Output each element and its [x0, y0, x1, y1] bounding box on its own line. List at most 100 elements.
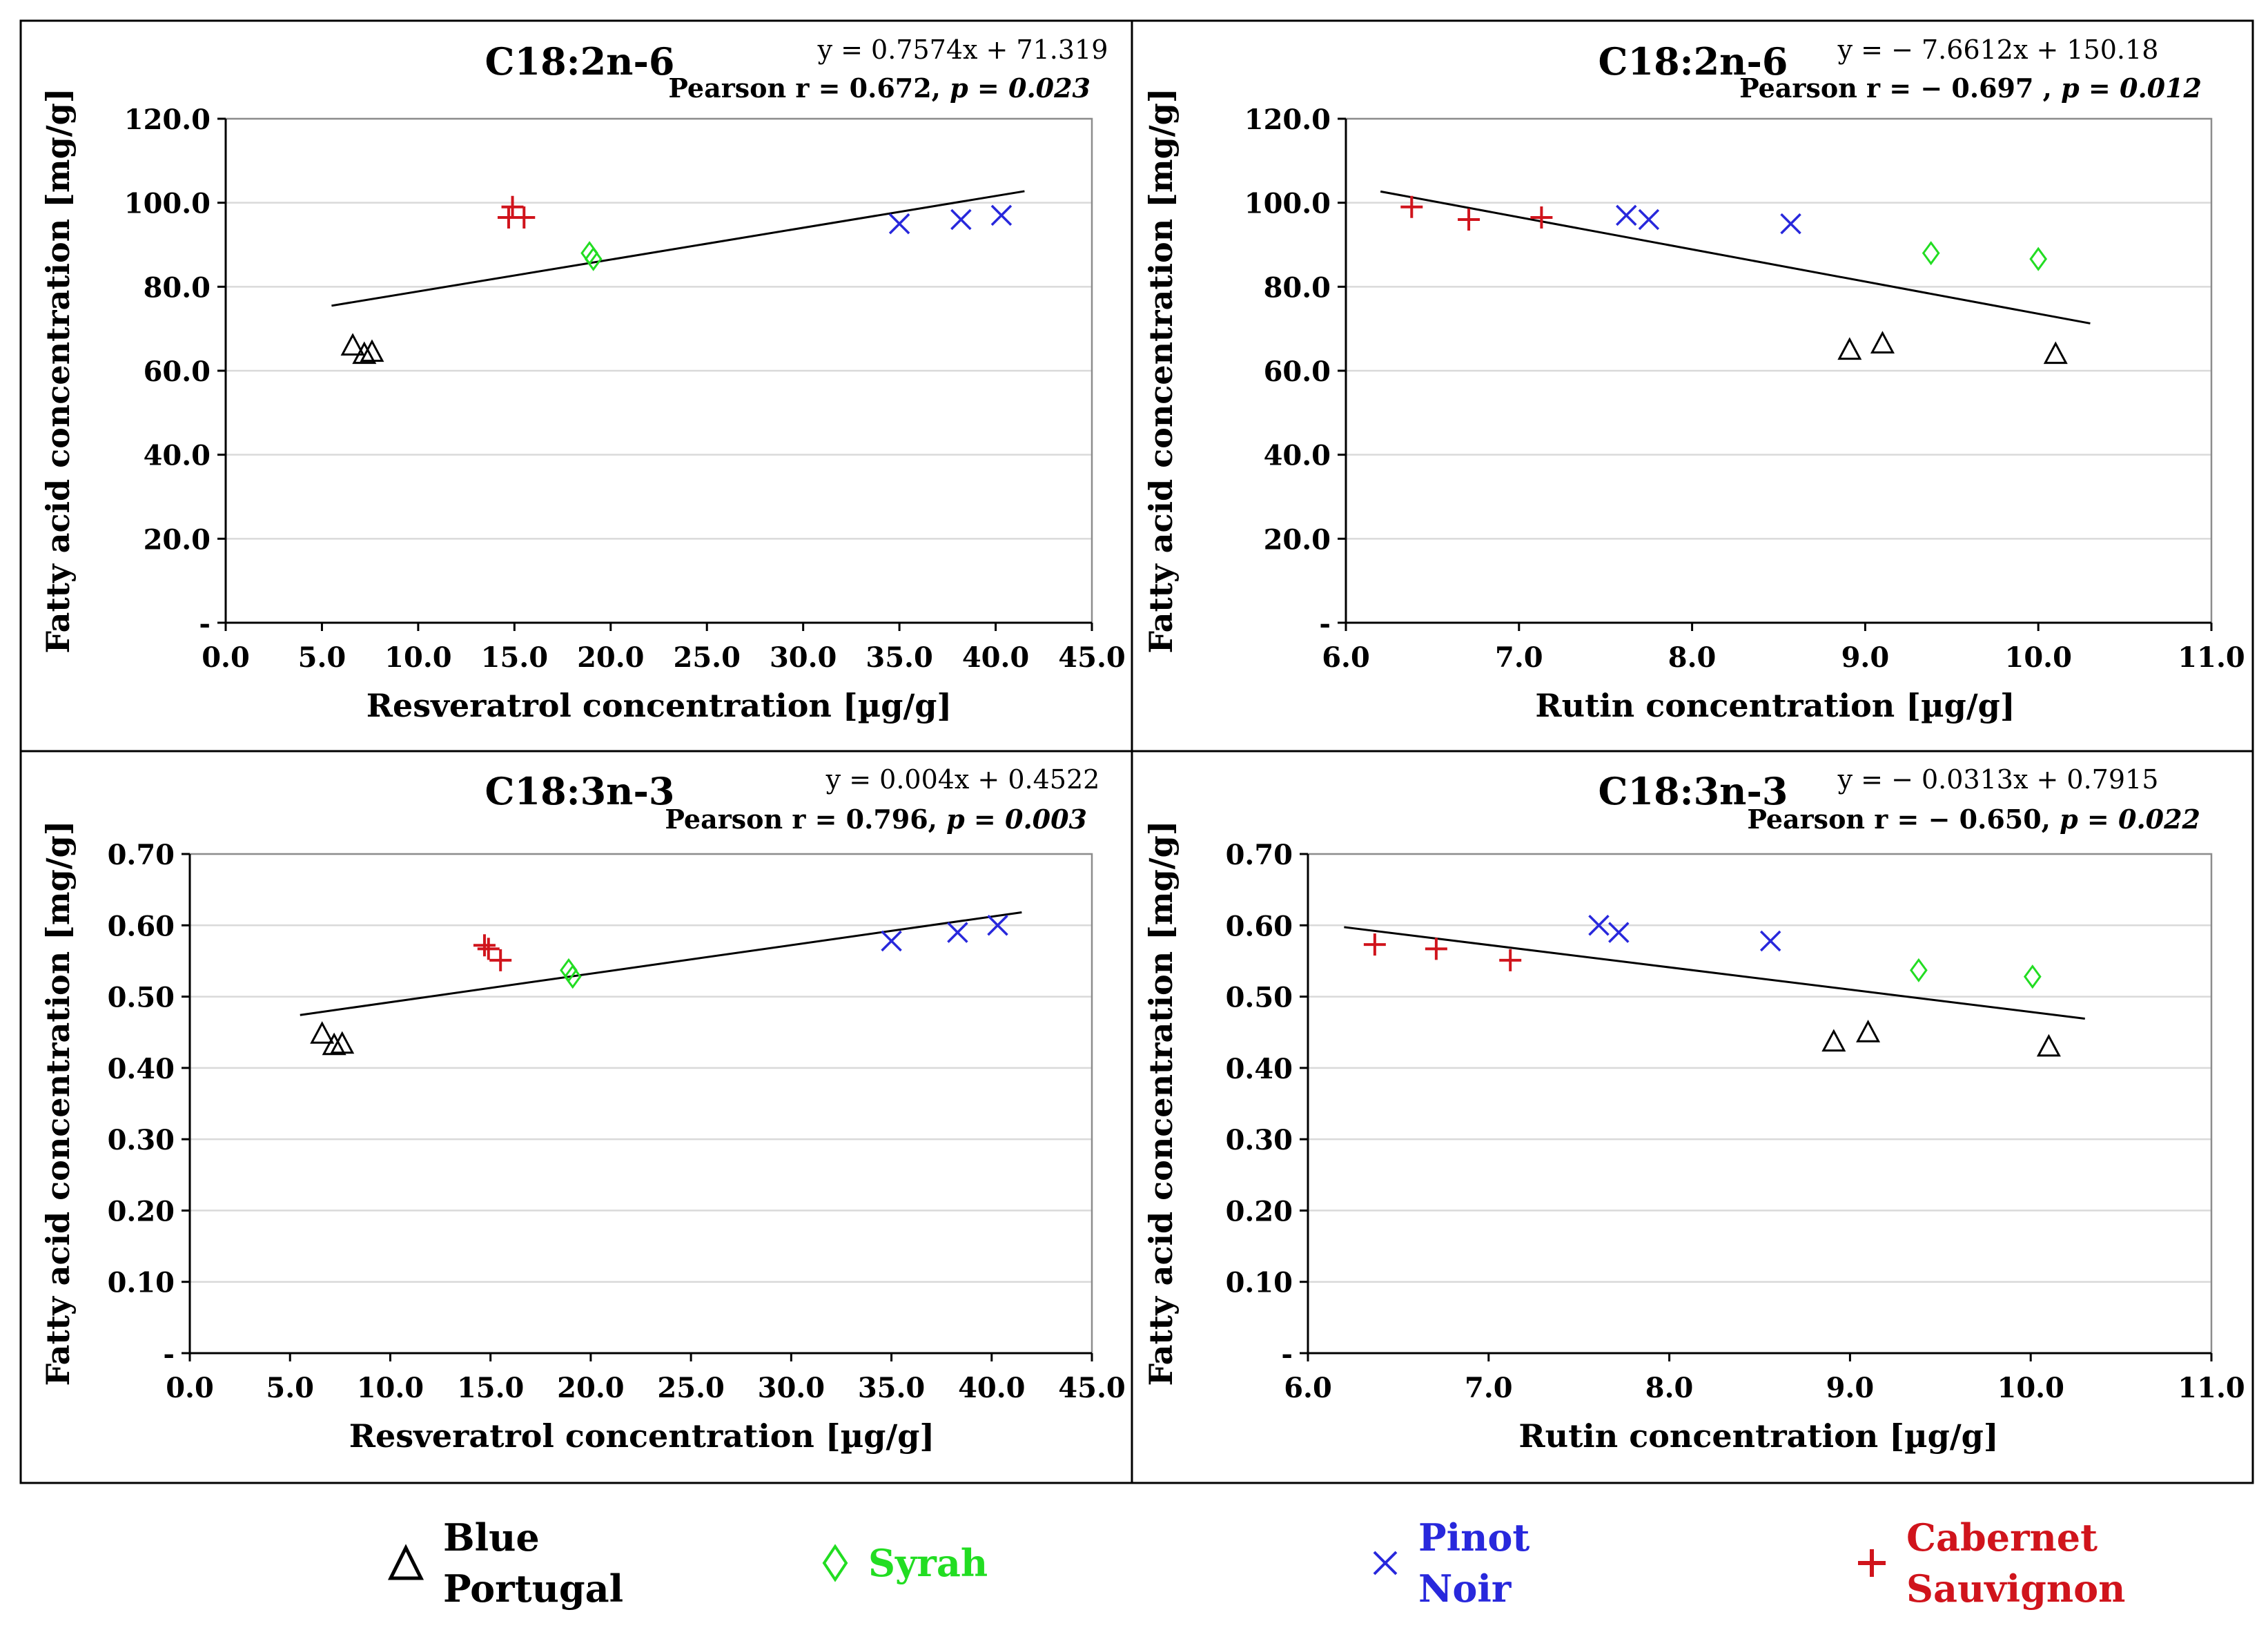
- chart-title: C18:2n-6: [485, 39, 675, 84]
- y-tick-label: 0.10: [108, 1267, 175, 1299]
- point-blue-portugal: [2043, 341, 2068, 365]
- pearson-stat: Pearson r = − 0.650, p = 0.022: [1747, 804, 2200, 835]
- legend-label-syrah: Syrah: [868, 1541, 988, 1585]
- x-axis-label: Resveratrol concentration [µg/g]: [366, 687, 952, 724]
- trendline-equation: y = − 7.6612x + 150.18: [1837, 35, 2159, 65]
- point-pinot-noir: [1588, 915, 1610, 936]
- trendline: [300, 911, 1022, 1016]
- legend: Blue Portugal Syrah Pinot Noir Cabernet …: [0, 1491, 2268, 1629]
- point-blue-portugal: [330, 1031, 355, 1054]
- point-pinot-noir: [990, 204, 1013, 226]
- y-tick-label: 60.0: [144, 356, 211, 388]
- p-value: = 0.022: [2078, 804, 2200, 835]
- y-tick-label: 0.60: [108, 910, 175, 942]
- x-tick-label: 40.0: [958, 1372, 1025, 1404]
- y-tick-label: -: [199, 608, 211, 640]
- trendline-equation: y = 0.7574x + 71.319: [817, 35, 1108, 65]
- point-syrah: [1910, 958, 1928, 982]
- y-tick-label: 0.20: [1226, 1195, 1293, 1228]
- point-cabernet-sauvignon: [473, 934, 496, 957]
- y-tick-label: 0.20: [108, 1195, 175, 1228]
- p-label: p: [946, 804, 965, 835]
- x-tick-label: 10.0: [1997, 1372, 2064, 1404]
- legend-label-cabernet-sauvignon: Cabernet Sauvignon: [1906, 1515, 2126, 1611]
- y-tick-label: 0.30: [108, 1124, 175, 1156]
- point-pinot-noir: [987, 915, 1008, 936]
- point-pinot-noir: [1759, 930, 1781, 952]
- point-syrah: [1922, 241, 1940, 266]
- point-cabernet-sauvignon: [477, 938, 500, 960]
- point-blue-portugal: [310, 1021, 335, 1044]
- x-tick-label: 30.0: [770, 641, 837, 674]
- y-tick-label: -: [1281, 1338, 1293, 1370]
- y-tick-label: 0.70: [108, 839, 175, 871]
- plot-area: [188, 853, 1093, 1355]
- pearson-stat: Pearson r = 0.672, p = 0.023: [668, 72, 1091, 104]
- x-axis-label: Rutin concentration [µg/g]: [1535, 687, 2015, 724]
- y-tick-label: 120.0: [124, 104, 211, 136]
- chart-title: C18:2n-6: [1599, 39, 1788, 84]
- y-tick-label: 0.10: [1226, 1267, 1293, 1299]
- y-axis-label: Fatty acid concentration [mg/g]: [1142, 821, 1180, 1386]
- x-tick-label: 20.0: [577, 641, 644, 674]
- point-blue-portugal: [360, 339, 384, 362]
- point-blue-portugal: [340, 333, 365, 356]
- chart-title: C18:3n-3: [1599, 769, 1788, 813]
- x-tick-label: 6.0: [1322, 641, 1370, 674]
- p-value: = 0.003: [965, 804, 1087, 835]
- x-tick-label: 15.0: [457, 1372, 524, 1404]
- trendline-equation: y = 0.004x + 0.4522: [825, 764, 1100, 795]
- point-cabernet-sauvignon: [513, 206, 536, 229]
- point-pinot-noir: [881, 930, 902, 952]
- point-blue-portugal: [1821, 1029, 1846, 1052]
- panel-border: [1131, 750, 2254, 1484]
- x-tick-label: 7.0: [1465, 1372, 1513, 1404]
- y-axis-label: Fatty acid concentration [mg/g]: [39, 88, 77, 654]
- diamond-icon: [822, 1544, 848, 1582]
- y-tick-label: 20.0: [1264, 523, 1331, 556]
- y-tick-label: 0.30: [1226, 1124, 1293, 1156]
- point-pinot-noir: [888, 213, 910, 235]
- chart-panel-2: - 20.0 40.0 60.0 80.0 100.0 120.0 6.0 7.0 8.0 9.0 1…: [1131, 19, 2254, 753]
- y-tick-label: 0.50: [108, 982, 175, 1014]
- legend-label-pinot-noir: Pinot Noir: [1418, 1515, 1530, 1611]
- point-cabernet-sauvignon: [1458, 208, 1480, 231]
- p-label: p: [2060, 804, 2078, 835]
- plot-area: [1307, 853, 2213, 1355]
- x-tick-label: 11.0: [2178, 641, 2245, 674]
- x-tick-label: 25.0: [674, 641, 741, 674]
- y-tick-label: 120.0: [1244, 104, 1331, 136]
- x-tick-label: 15.0: [481, 641, 548, 674]
- point-cabernet-sauvignon: [1499, 949, 1522, 971]
- y-tick-label: 0.40: [1226, 1053, 1293, 1085]
- point-blue-portugal: [1870, 331, 1895, 353]
- point-cabernet-sauvignon: [1400, 195, 1423, 218]
- chart-panel-1: - 20.0 40.0 60.0 80.0 100.0 120.0 0.0 5.0 10.0 15.…: [19, 19, 1133, 753]
- x-tick-label: 30.0: [758, 1372, 825, 1404]
- triangle-icon: [387, 1544, 424, 1580]
- x-tick-label: 6.0: [1284, 1372, 1332, 1404]
- y-tick-label: 60.0: [1264, 356, 1331, 388]
- x-tick-label: 45.0: [1058, 1372, 1125, 1404]
- point-syrah: [2023, 964, 2042, 989]
- legend-label-blue-portugal: Blue Portugal: [443, 1515, 624, 1611]
- pearson-prefix: Pearson r = 0.672,: [668, 72, 950, 104]
- trendline: [331, 190, 1025, 307]
- y-tick-label: 0.40: [108, 1053, 175, 1085]
- x-tick-label: 9.0: [1841, 641, 1890, 674]
- chart-panel-3: - 0.10 0.20 0.30 0.40 0.50 0.60 0.70 0.0 5.0 10.0 1…: [19, 750, 1133, 1484]
- x-axis-label: Rutin concentration [µg/g]: [1518, 1417, 1998, 1455]
- point-pinot-noir: [947, 922, 968, 943]
- point-blue-portugal: [352, 341, 377, 365]
- x-tick-label: 35.0: [858, 1372, 925, 1404]
- y-tick-label: 40.0: [1264, 440, 1331, 472]
- x-tick-label: 8.0: [1668, 641, 1717, 674]
- legend-item-cabernet-sauvignon: Cabernet Sauvignon: [1855, 1512, 2125, 1614]
- pearson-prefix: Pearson r = − 0.697 ,: [1739, 72, 2061, 104]
- point-blue-portugal: [2036, 1034, 2061, 1057]
- x-tick-label: 10.0: [357, 1372, 424, 1404]
- x-tick-label: 0.0: [166, 1372, 214, 1404]
- point-syrah: [2029, 246, 2048, 271]
- x-tick-label: 7.0: [1495, 641, 1543, 674]
